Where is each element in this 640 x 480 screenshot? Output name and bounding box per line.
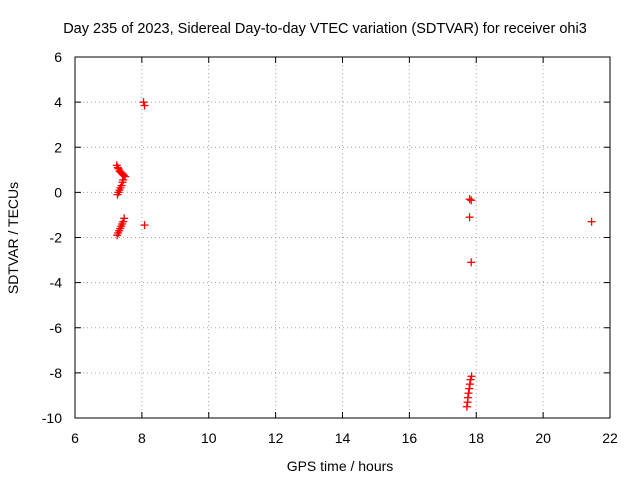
y-tick-label: -8 xyxy=(50,365,63,381)
x-tick-label: 10 xyxy=(201,430,217,446)
x-axis-label: GPS time / hours xyxy=(287,458,394,474)
x-tick-label: 18 xyxy=(468,430,484,446)
axis-ticks xyxy=(74,56,611,419)
y-tick-labels: -10 -8 -6 -4 -2 0 2 4 6 xyxy=(42,49,62,426)
data-point xyxy=(119,175,128,184)
y-tick-label: 2 xyxy=(54,139,62,155)
data-point xyxy=(139,98,148,107)
data-point xyxy=(117,181,126,190)
data-point xyxy=(467,258,476,267)
y-tick-label: -4 xyxy=(50,275,63,291)
x-tick-label: 12 xyxy=(268,430,284,446)
data-point xyxy=(467,372,476,381)
y-tick-label: 6 xyxy=(54,49,62,65)
data-point xyxy=(119,171,128,180)
data-point xyxy=(140,221,149,230)
data-points xyxy=(112,98,596,411)
data-point xyxy=(113,163,122,172)
y-tick-label: -6 xyxy=(50,320,63,336)
x-tick-label: 8 xyxy=(138,430,146,446)
y-tick-label: 0 xyxy=(54,184,62,200)
data-point xyxy=(466,375,475,384)
y-axis-label: SDTVAR / TECUs xyxy=(5,182,21,294)
data-point xyxy=(587,217,596,226)
data-point xyxy=(465,195,474,204)
y-tick-label: -2 xyxy=(50,230,63,246)
data-point xyxy=(465,213,474,222)
data-point xyxy=(464,389,473,398)
chart-title: Day 235 of 2023, Sidereal Day-to-day VTE… xyxy=(63,21,587,37)
grid-lines xyxy=(75,57,610,418)
data-point xyxy=(140,101,149,110)
data-point xyxy=(463,393,472,402)
data-point xyxy=(462,402,471,411)
y-tick-label: 4 xyxy=(54,94,62,110)
data-point xyxy=(121,172,130,181)
x-tick-label: 16 xyxy=(402,430,418,446)
y-tick-label: -10 xyxy=(42,410,62,426)
data-point xyxy=(467,196,476,205)
data-point xyxy=(119,217,128,226)
data-point xyxy=(465,380,474,389)
data-point xyxy=(120,214,129,223)
x-tick-label: 14 xyxy=(335,430,351,446)
x-tick-label: 20 xyxy=(535,430,551,446)
x-tick-label: 22 xyxy=(602,430,618,446)
x-tick-labels: 6 8 10 12 14 16 18 20 22 xyxy=(71,430,618,446)
x-tick-label: 6 xyxy=(71,430,79,446)
data-point xyxy=(465,384,474,393)
